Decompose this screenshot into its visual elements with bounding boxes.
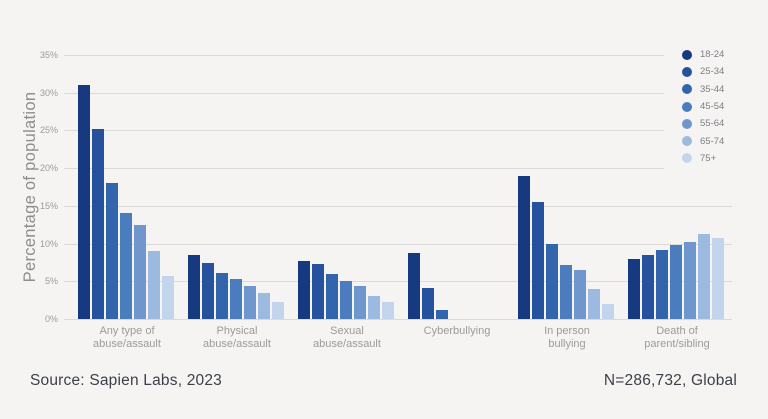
- legend-label: 45-54: [700, 101, 725, 113]
- bar: [642, 254, 654, 319]
- legend-label: 25-34: [700, 66, 725, 78]
- x-category-label: Cyberbullying: [423, 325, 491, 337]
- bar: [340, 281, 352, 319]
- bar: [602, 303, 614, 319]
- y-tick-label: 30%: [39, 87, 58, 98]
- legend-color-dot: [682, 84, 692, 95]
- y-tick-label: 15%: [39, 200, 58, 211]
- legend-color-dot: [682, 66, 692, 77]
- source-credit: Source: Sapien Labs, 2023: [30, 372, 222, 389]
- bar: [230, 278, 242, 319]
- legend-item: 18-24: [682, 46, 724, 63]
- bar: [422, 288, 434, 319]
- bar: [258, 292, 270, 319]
- legend-label: 65-74: [700, 135, 725, 147]
- bar: [574, 269, 586, 319]
- bar: [216, 272, 228, 319]
- y-tick-label: 20%: [39, 163, 58, 173]
- gridline: [64, 54, 664, 56]
- gridline: [64, 168, 664, 169]
- y-tick-label: 10%: [39, 238, 58, 249]
- y-tick-label: 5%: [44, 276, 58, 287]
- sample-size: N=286,732, Global: [603, 372, 737, 389]
- bar: [188, 254, 200, 319]
- bar: [712, 238, 724, 319]
- y-axis-title: Percentage of population: [21, 91, 39, 283]
- legend-item: 25-34: [682, 63, 724, 80]
- legend-item: 35-44: [682, 81, 724, 98]
- bar: [354, 285, 366, 319]
- gridline: [64, 92, 664, 94]
- bar: [588, 288, 600, 319]
- legend-color-dot: [682, 101, 692, 112]
- legend-label: 35-44: [700, 83, 725, 95]
- bar: [326, 273, 338, 319]
- y-tick-label: 0%: [44, 314, 58, 324]
- legend-color-dot: [682, 153, 692, 164]
- legend-label: 75+: [700, 152, 717, 164]
- x-category-label: Physical abuse/assault: [203, 325, 271, 350]
- bar: [408, 252, 420, 319]
- bar: [382, 302, 394, 319]
- bar: [628, 259, 640, 319]
- bar: [298, 260, 310, 319]
- legend-item: 75+: [682, 150, 724, 167]
- x-category-label: In person bullying: [544, 325, 590, 350]
- bar: [162, 275, 174, 319]
- gridline: [64, 319, 732, 320]
- legend-item: 65-74: [682, 132, 724, 149]
- bar: [560, 264, 572, 319]
- bar: [134, 225, 146, 319]
- bar: [312, 263, 324, 319]
- bar: [698, 234, 710, 319]
- legend-color-dot: [682, 118, 692, 129]
- x-category-label: Death of parent/sibling: [644, 325, 710, 350]
- legend-label: 55-64: [700, 118, 725, 130]
- x-category-label: Sexual abuse/assault: [313, 325, 381, 350]
- y-tick-label: 25%: [39, 125, 58, 136]
- gridline: [64, 281, 732, 283]
- legend-color-dot: [682, 136, 692, 147]
- bar: [92, 128, 104, 319]
- bar: [244, 285, 256, 319]
- bar: [546, 243, 558, 319]
- bar: [656, 249, 668, 319]
- bar: [670, 245, 682, 319]
- bar: [518, 175, 530, 319]
- bar: [436, 309, 448, 319]
- gridline: [64, 243, 732, 245]
- bar: [684, 241, 696, 319]
- bar: [120, 213, 132, 319]
- legend-label: 18-24: [700, 49, 725, 61]
- bar: [368, 296, 380, 319]
- bar: [78, 84, 90, 319]
- legend-item: 45-54: [682, 98, 724, 115]
- bar: [106, 183, 118, 319]
- bar: [272, 301, 284, 319]
- gridline: [64, 205, 732, 207]
- bar: [202, 263, 214, 319]
- legend-color-dot: [682, 49, 692, 60]
- bar: [148, 251, 160, 319]
- x-category-label: Any type of abuse/assault: [93, 325, 161, 350]
- chart-footer: Source: Sapien Labs, 2023 N=286,732, Glo…: [30, 372, 737, 390]
- gridline: [64, 130, 664, 132]
- y-tick-label: 35%: [39, 49, 58, 60]
- legend-item: 55-64: [682, 115, 724, 132]
- bar: [532, 201, 544, 319]
- legend: 18-24 25-34 35-44 45-54 55-64 65-74 75+: [682, 46, 724, 167]
